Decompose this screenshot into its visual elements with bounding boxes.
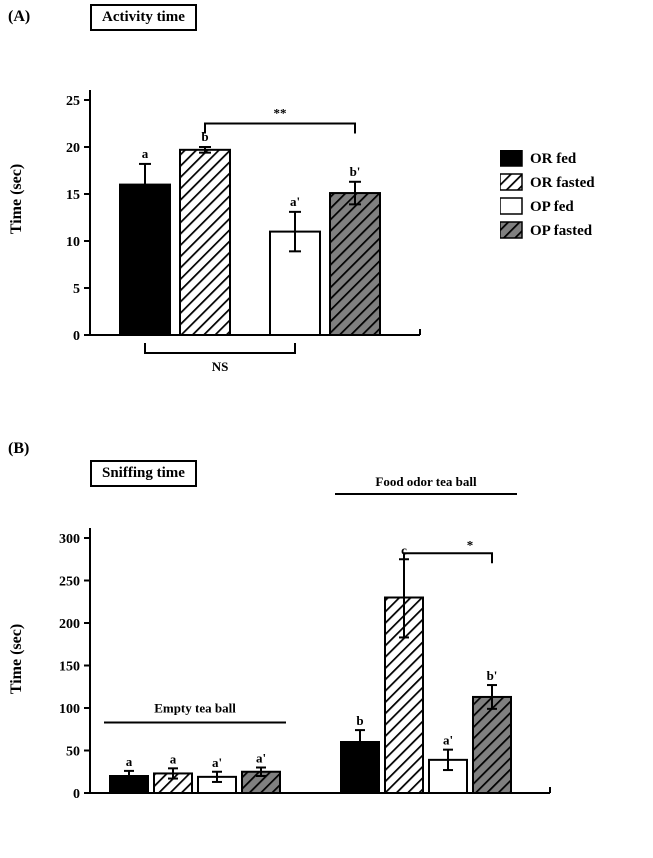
svg-text:b': b'	[487, 668, 498, 683]
panel-a-label: (A)	[8, 8, 30, 26]
bar-7-op-fasted	[473, 697, 511, 793]
svg-text:b': b'	[350, 164, 361, 179]
legend-swatch-or-fed	[500, 150, 522, 166]
svg-text:100: 100	[59, 702, 80, 717]
svg-text:10: 10	[66, 235, 80, 250]
panel-a: (A) Activity time Time (sec) 0 5 10 15 20 25 a…	[0, 0, 653, 420]
svg-text:a: a	[142, 146, 149, 161]
svg-text:0: 0	[73, 787, 80, 802]
bar-op-fasted	[330, 193, 380, 335]
svg-text:a: a	[170, 751, 177, 766]
svg-text:a': a'	[290, 194, 300, 209]
svg-text:0: 0	[73, 329, 80, 344]
svg-text:*: *	[467, 537, 474, 552]
panel-a-boxed-title: Activity time	[90, 4, 197, 31]
legend-label-op-fasted: OP fasted	[530, 223, 593, 239]
legend-swatch-or-fasted	[500, 174, 522, 190]
svg-text:a': a'	[212, 755, 222, 770]
svg-text:b: b	[356, 713, 363, 728]
legend-label-op-fed: OP fed	[530, 199, 574, 215]
panel-a-chart: 0510152025aba'b'**NS	[50, 35, 450, 415]
panel-b-label: (B)	[8, 440, 29, 458]
group-title-left: Empty tea ball	[154, 700, 236, 715]
svg-text:**: **	[274, 106, 287, 121]
svg-text:50: 50	[66, 745, 80, 760]
bar-or-fasted	[180, 150, 230, 335]
bar-or-fed	[120, 185, 170, 335]
svg-text:250: 250	[59, 575, 80, 590]
legend: OR fed OR fasted OP fed OP fasted	[500, 150, 640, 260]
panel-a-ylabel: Time (sec)	[8, 164, 26, 234]
svg-text:300: 300	[59, 532, 80, 547]
svg-text:20: 20	[66, 141, 80, 156]
legend-label-or-fasted: OR fasted	[530, 175, 595, 191]
svg-text:NS: NS	[212, 359, 229, 374]
panel-b-chart: 050100150200250300aaa'a'bca'b'Empty tea …	[50, 448, 620, 838]
svg-text:a: a	[126, 754, 133, 769]
group-title-right: Food odor tea ball	[375, 474, 477, 489]
svg-text:15: 15	[66, 188, 80, 203]
svg-text:a': a'	[443, 733, 453, 748]
svg-text:25: 25	[66, 94, 80, 109]
svg-text:5: 5	[73, 282, 80, 297]
legend-label-or-fed: OR fed	[530, 151, 577, 167]
svg-text:150: 150	[59, 660, 80, 675]
panel-b-ylabel: Time (sec)	[8, 624, 26, 694]
svg-text:a': a'	[256, 751, 266, 766]
legend-swatch-op-fasted	[500, 222, 522, 238]
panel-b: (B) Sniffing time Time (sec) 05010015020…	[0, 420, 653, 850]
svg-text:200: 200	[59, 617, 80, 632]
legend-swatch-op-fed	[500, 198, 522, 214]
